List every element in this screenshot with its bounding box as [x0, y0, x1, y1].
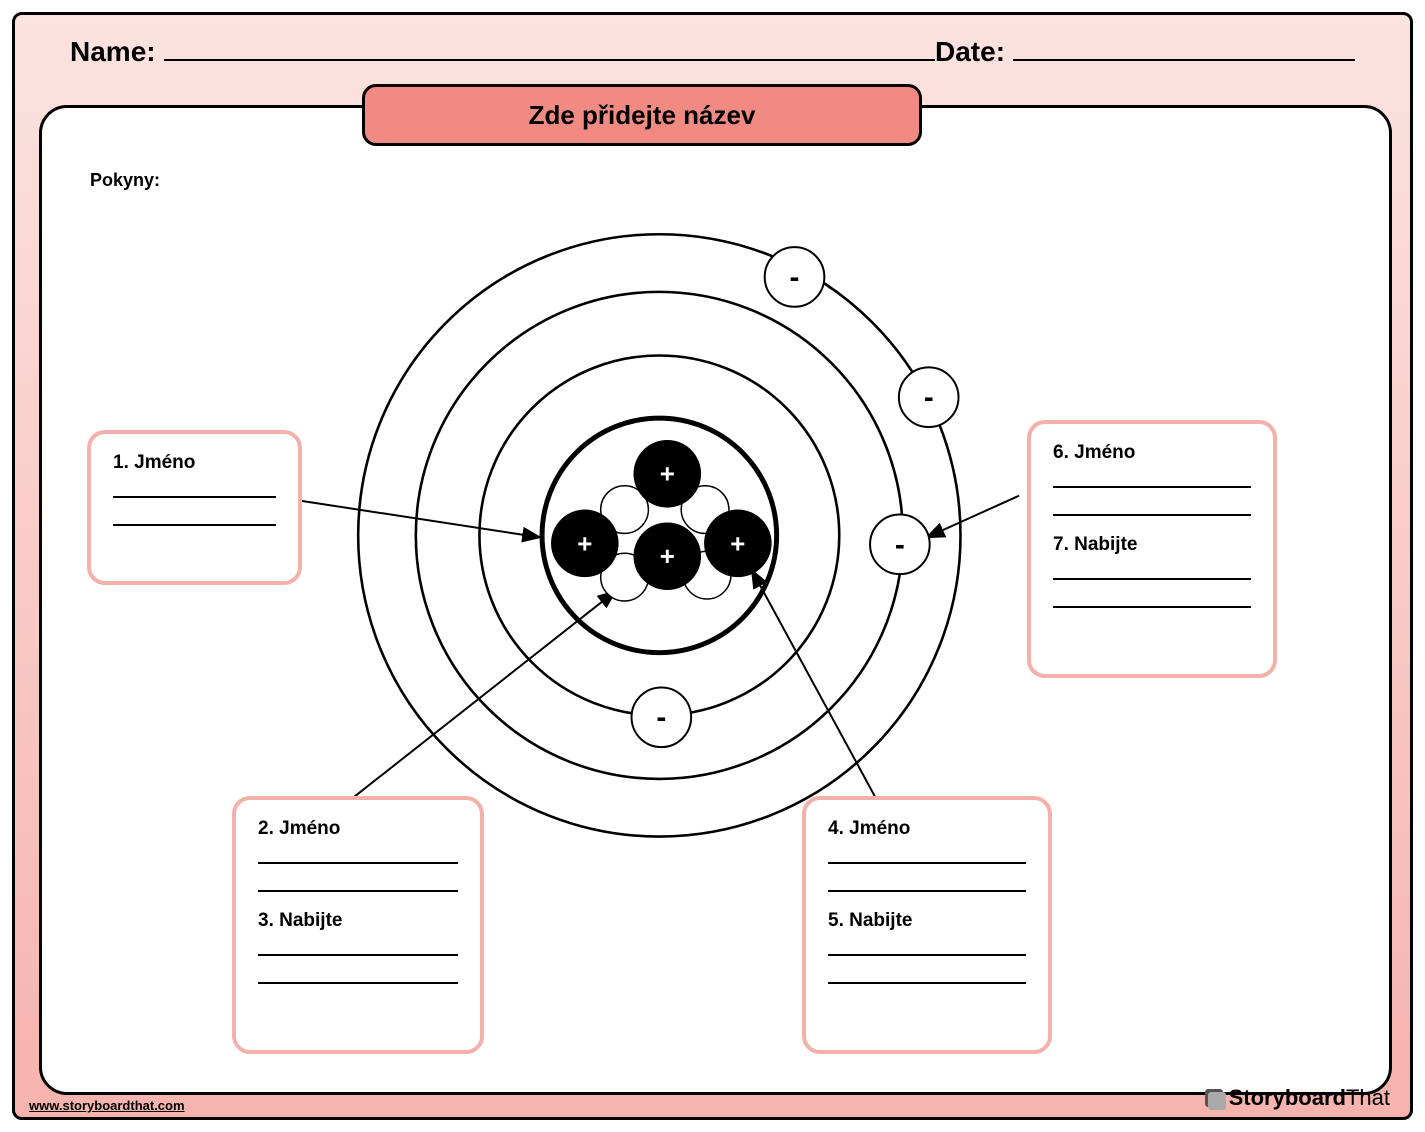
blank-line[interactable]	[258, 874, 458, 892]
brand-text-2: That	[1346, 1085, 1390, 1110]
electron-label: -	[895, 528, 905, 561]
date-label: Date:	[935, 36, 1005, 68]
proton-label: +	[730, 530, 745, 558]
brand-icon	[1205, 1089, 1223, 1107]
blank-line[interactable]	[828, 874, 1026, 892]
answer-card[interactable]: 6. Jméno 7. Nabijte	[1027, 420, 1277, 678]
electron-label: -	[924, 381, 934, 414]
proton-label: +	[660, 461, 675, 489]
pointer-arrow	[752, 570, 880, 806]
name-label: Name:	[70, 36, 156, 68]
worksheet-header: Name: Date:	[15, 15, 1410, 74]
date-field[interactable]: Date:	[935, 33, 1355, 68]
blank-line[interactable]	[1053, 590, 1251, 608]
date-blank-line[interactable]	[1013, 33, 1355, 61]
blank-line[interactable]	[258, 938, 458, 956]
electron-label: -	[656, 701, 666, 734]
blank-line[interactable]	[828, 938, 1026, 956]
blank-line[interactable]	[1053, 498, 1251, 516]
blank-line[interactable]	[828, 846, 1026, 864]
blank-line[interactable]	[258, 966, 458, 984]
blank-line[interactable]	[1053, 470, 1251, 488]
pointer-arrow	[287, 499, 540, 538]
card-label: 1. Jméno	[113, 452, 276, 474]
electron-label: -	[790, 261, 800, 294]
card-label: 4. Jméno	[828, 818, 1026, 840]
worksheet-frame: Name: Date: Zde přidejte název Pokyny: +…	[12, 12, 1413, 1120]
pointer-arrow	[927, 496, 1019, 538]
blank-line[interactable]	[113, 480, 276, 498]
answer-card[interactable]: 4. Jméno 5. Nabijte	[802, 796, 1052, 1054]
card-label: 6. Jméno	[1053, 442, 1251, 464]
blank-line[interactable]	[1053, 562, 1251, 580]
answer-card[interactable]: 1. Jméno	[87, 430, 302, 585]
card-label: 2. Jméno	[258, 818, 458, 840]
blank-line[interactable]	[828, 966, 1026, 984]
card-label: 3. Nabijte	[258, 910, 458, 932]
name-field[interactable]: Name:	[70, 33, 935, 68]
proton-label: +	[577, 530, 592, 558]
card-label: 5. Nabijte	[828, 910, 1026, 932]
name-blank-line[interactable]	[164, 33, 935, 61]
blank-line[interactable]	[258, 846, 458, 864]
blank-line[interactable]	[113, 508, 276, 526]
brand-text-1: Storyboard	[1229, 1085, 1346, 1110]
answer-card[interactable]: 2. Jméno 3. Nabijte	[232, 796, 484, 1054]
card-label: 7. Nabijte	[1053, 534, 1251, 556]
proton-label: +	[660, 543, 675, 571]
content-panel: Zde přidejte název Pokyny: ++++ ---- 1. …	[39, 105, 1392, 1095]
footer-brand: StoryboardThat	[1205, 1085, 1390, 1111]
footer-url: www.storyboardthat.com	[29, 1098, 185, 1113]
